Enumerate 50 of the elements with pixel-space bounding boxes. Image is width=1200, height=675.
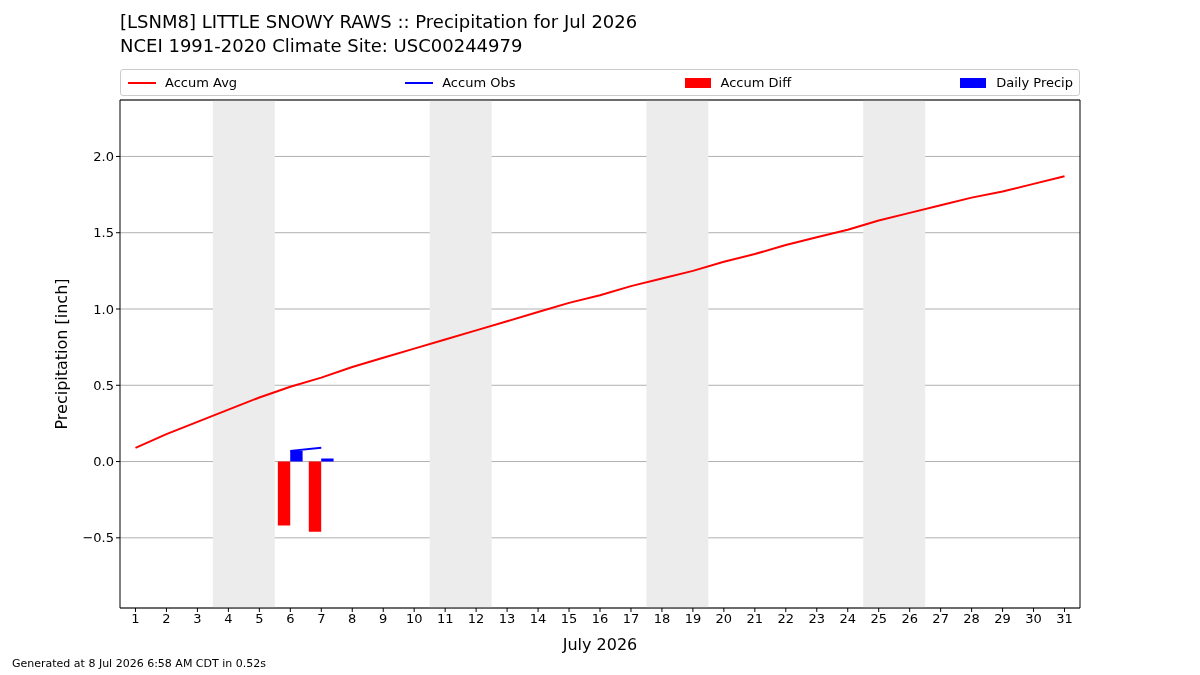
legend-label: Accum Avg [165,75,238,90]
x-tick-label: 14 [529,611,547,627]
x-tick-label: 4 [224,611,233,627]
x-tick-label: 7 [317,611,326,627]
x-tick-label: 17 [622,611,640,627]
y-tick-label: 2.0 [93,149,114,165]
x-tick-label: 24 [839,611,857,627]
chart-title: [LSNM8] LITTLE SNOWY RAWS :: Precipitation for Jul 2026 [120,11,638,32]
x-tick-label: 19 [684,611,702,627]
x-tick-label: 10 [405,611,423,627]
x-tick-label: 8 [348,611,357,627]
x-tick-label: 30 [1025,611,1042,627]
x-tick-label: 21 [746,611,764,627]
chart-subtitle: NCEI 1991-2020 Climate Site: USC00244979 [120,35,523,56]
x-tick-label: 3 [193,611,202,627]
text: Generated at 8 Jul 2026 6:58 AM CDT in 0.52s [12,657,266,670]
legend-label: Accum Obs [442,75,516,90]
line-series [134,175,1066,449]
x-tick-label: 23 [808,611,826,627]
x-tick-label: 22 [777,611,795,627]
x-tick-label: 5 [255,611,264,627]
x-tick-label: 25 [870,611,887,627]
y-tick-label: 1.5 [93,225,114,241]
x-tick-label: 15 [560,611,578,627]
x-tick-label: 27 [932,611,949,627]
x-tick-label: 13 [498,611,516,627]
bar [321,458,334,462]
x-tick-label: 31 [1056,611,1073,627]
x-tick-label: 20 [715,611,733,627]
bar [277,461,291,526]
x-tick-label: 28 [963,611,980,627]
y-axis-title: Precipitation [inch] [51,278,71,430]
y-tick-label: 0.0 [93,454,114,470]
x-axis-title: July 2026 [561,635,638,654]
y-tick-label: −0.5 [82,530,114,546]
legend-label: Daily Precip [996,75,1073,90]
y-tick-label: 0.5 [93,377,114,393]
x-tick-label: 11 [436,611,454,627]
x-tick-label: 9 [379,611,388,627]
x-tick-label: 1 [131,611,140,627]
x-tick-label: 12 [467,611,485,627]
bar [308,461,322,532]
x-tick-label: 16 [591,611,609,627]
x-tick-label: 6 [286,611,295,627]
x-tick-label: 26 [901,611,918,627]
x-tick-label: 29 [994,611,1011,627]
x-tick-label: 18 [653,611,671,627]
y-tick-label: 1.0 [93,301,114,317]
legend-label: Accum Diff [720,75,792,90]
x-tick-label: 2 [162,611,171,627]
